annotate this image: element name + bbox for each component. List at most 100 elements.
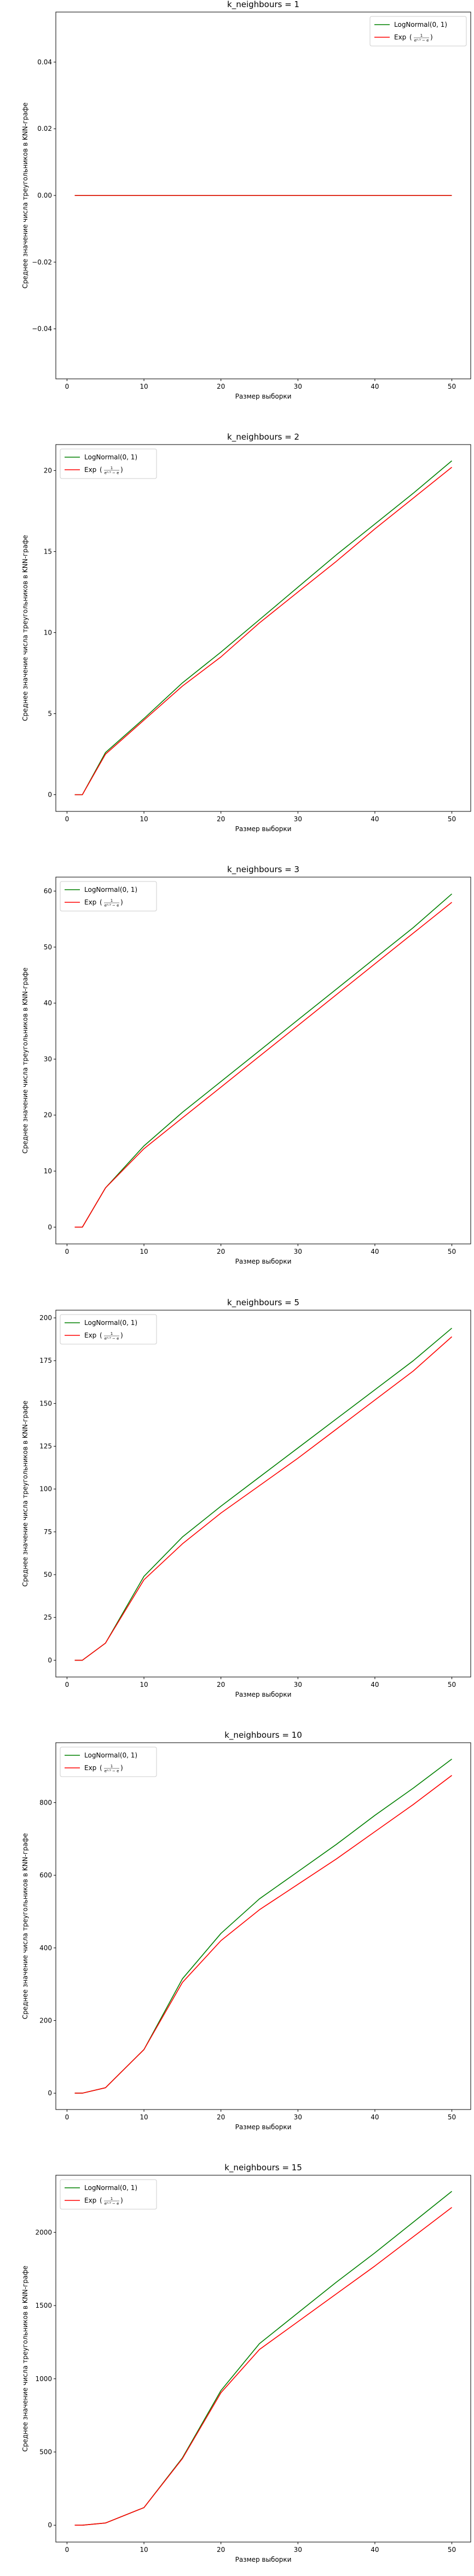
y-tick-label: 100 — [39, 1485, 52, 1493]
legend-fraction-denominator: e⁰·⁵ − e — [105, 1336, 119, 1341]
legend-fraction-denominator: e⁰·⁵ − e — [105, 471, 119, 475]
series-line-exp — [74, 466, 453, 796]
legend: LogNormal(0, 1) Exp (1e⁰·⁵ − e) — [60, 881, 157, 912]
x-tick-label: 40 — [371, 1681, 379, 1688]
y-axis-label: Среднее значение числа треугольников в K… — [21, 1401, 29, 1587]
plot-frame — [55, 444, 471, 812]
plot-frame — [55, 877, 471, 1244]
y-tick-label: 25 — [44, 1613, 52, 1621]
x-tick-label: 20 — [217, 2546, 225, 2554]
y-tick-label: 0.04 — [37, 58, 52, 66]
legend-label-exp: Exp — [84, 466, 96, 474]
chart-panel-6: k_neighbours = 150 10 20 30 40 50050010001500… — [21, 2163, 471, 2563]
legend-fraction-numerator: 1 — [111, 2197, 113, 2201]
legend-paren-close: ) — [120, 2197, 123, 2204]
y-tick-label: 60 — [44, 888, 52, 895]
chart-title: k_neighbours = 15 — [224, 2163, 302, 2173]
y-tick-label: 30 — [44, 1055, 52, 1063]
x-tick-label: 0 — [65, 2546, 70, 2554]
x-tick-label: 10 — [140, 383, 148, 390]
legend-paren-open: ( — [100, 1764, 102, 1772]
x-axis-label: Размер выборки — [235, 393, 292, 400]
x-axis-label: Размер выборки — [235, 2556, 292, 2563]
legend: LogNormal(0, 1) Exp (1e⁰·⁵ − e) — [60, 2179, 157, 2210]
legend-label-exp: Exp — [84, 1764, 96, 1772]
x-tick-label: 0 — [65, 1681, 70, 1688]
legend-fraction-numerator: 1 — [420, 33, 423, 38]
series-line-exp — [74, 902, 453, 1228]
legend-box — [60, 881, 157, 912]
x-axis-label: Размер выборки — [235, 1691, 292, 1698]
x-tick-label: 10 — [140, 1248, 148, 1255]
y-tick-label: 0 — [48, 791, 52, 799]
legend-paren-open: ( — [100, 898, 102, 906]
legend-fraction-numerator: 1 — [111, 466, 113, 470]
chart-title: k_neighbours = 2 — [227, 432, 299, 442]
series-line-lognormal — [74, 1328, 453, 1661]
y-tick-label: 50 — [44, 943, 52, 951]
legend-fraction-denominator: e⁰·⁵ − e — [105, 903, 119, 908]
x-tick-label: 30 — [294, 2546, 302, 2554]
x-tick-label: 10 — [140, 2113, 148, 2121]
x-tick-label: 30 — [294, 1681, 302, 1688]
x-tick-label: 50 — [448, 815, 456, 823]
x-tick-label: 20 — [217, 2113, 225, 2121]
legend-paren-open: ( — [100, 1332, 102, 1339]
x-tick-label: 10 — [140, 815, 148, 823]
x-tick-label: 20 — [217, 815, 225, 823]
x-axis-label: Размер выборки — [235, 825, 292, 833]
legend-fraction-numerator: 1 — [111, 1764, 113, 1768]
legend-label-lognormal: LogNormal(0, 1) — [394, 21, 447, 28]
y-tick-label: 175 — [39, 1357, 52, 1364]
y-tick-label: −0.04 — [32, 325, 52, 333]
legend-label-lognormal: LogNormal(0, 1) — [84, 886, 137, 894]
y-tick-label: 1500 — [35, 2302, 52, 2309]
x-tick-label: 40 — [371, 2113, 379, 2121]
legend-box — [60, 1747, 157, 1777]
y-tick-label: 10 — [44, 1167, 52, 1175]
y-tick-label: 800 — [39, 1799, 52, 1806]
chart-title: k_neighbours = 10 — [224, 1730, 302, 1741]
legend-paren-close: ) — [120, 1332, 123, 1339]
y-axis-label: Среднее значение числа треугольников в K… — [21, 2266, 29, 2452]
x-tick-label: 30 — [294, 1248, 302, 1255]
series-line-lognormal — [74, 1759, 452, 2094]
legend-label-lognormal: LogNormal(0, 1) — [84, 1319, 137, 1327]
x-tick-label: 50 — [448, 1248, 456, 1255]
y-tick-label: 50 — [44, 1571, 52, 1578]
y-tick-label: 10 — [44, 629, 52, 636]
y-tick-label: 0.00 — [37, 192, 52, 199]
series-line-lognormal — [74, 460, 453, 796]
legend-paren-open: ( — [100, 466, 102, 474]
series-line-lognormal — [74, 894, 453, 1228]
legend-paren-close: ) — [120, 898, 123, 906]
y-tick-label: 2000 — [35, 2228, 52, 2236]
y-axis-label: Среднее значение числа треугольников в K… — [21, 1833, 29, 2019]
legend-label-exp: Exp — [84, 2197, 96, 2204]
x-tick-label: 40 — [371, 1248, 379, 1255]
legend-label-lognormal: LogNormal(0, 1) — [84, 2184, 137, 2192]
series-line-lognormal — [74, 2191, 452, 2526]
y-tick-label: −0.02 — [32, 258, 52, 266]
legend-label-exp: Exp — [84, 1332, 96, 1339]
x-tick-label: 20 — [217, 1681, 225, 1688]
legend-fraction-denominator: e⁰·⁵ − e — [414, 38, 429, 43]
x-axis-label: Размер выборки — [235, 1258, 292, 1265]
legend: LogNormal(0, 1) Exp (1e⁰·⁵ − e) — [60, 448, 157, 479]
legend-paren-open: ( — [100, 2197, 102, 2204]
y-tick-label: 200 — [39, 2016, 52, 2024]
chart-panel-3: k_neighbours = 3 0 10 20 30 40 50 0 10 20 30 40 50 60… — [21, 865, 471, 1265]
legend-box — [60, 448, 157, 479]
legend-paren-close: ) — [120, 466, 123, 474]
x-tick-label: 30 — [294, 2113, 302, 2121]
chart-panel-2: k_neighbours = 2 0 10 20 30 40 50 0 5 10 15 20 Разме… — [21, 432, 471, 833]
legend-fraction-denominator: e⁰·⁵ − e — [105, 1769, 119, 1773]
y-axis-label: Среднее значение числа треугольников в K… — [21, 535, 29, 721]
legend-fraction-numerator: 1 — [111, 898, 113, 903]
y-tick-label: 500 — [39, 2448, 52, 2456]
y-tick-label: 40 — [44, 999, 52, 1007]
y-tick-label: 0 — [48, 1656, 52, 1664]
legend-box — [369, 16, 467, 47]
y-tick-label: 1000 — [35, 2375, 52, 2383]
